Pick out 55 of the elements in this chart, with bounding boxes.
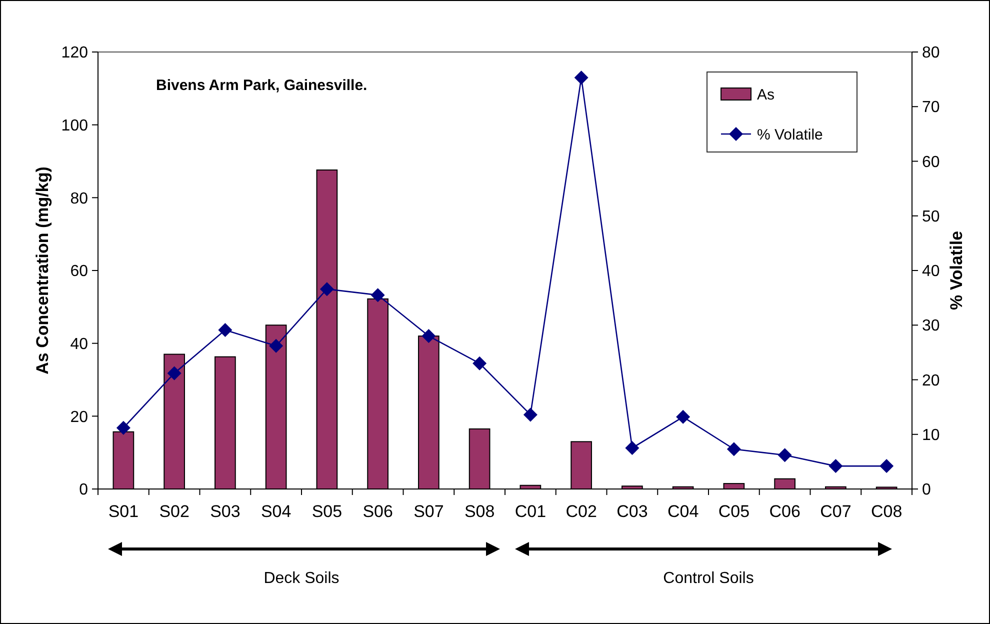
y-tick-label: 40 (70, 336, 88, 353)
x-tick-label: S04 (260, 502, 292, 521)
point (676, 410, 690, 424)
text: Deck Soils (264, 570, 340, 587)
point (880, 459, 894, 474)
point (828, 459, 843, 474)
point (167, 366, 182, 380)
y-tick-label: 80 (70, 190, 88, 208)
x-tick-label: C01 (514, 502, 546, 521)
y2-tick-label: 70 (922, 99, 940, 116)
x-tick-label: C06 (769, 502, 800, 521)
legend-label: % Volatile (757, 126, 823, 144)
y-tick-label: 60 (70, 263, 88, 280)
y2-axis-title: % Volatile (947, 230, 966, 310)
point (422, 329, 436, 344)
x-tick-label: S06 (362, 502, 393, 521)
y-tick-label: 20 (70, 408, 88, 426)
point (218, 323, 232, 338)
x-tick-label: C03 (616, 502, 648, 521)
y-axis-title: As Concentration (mg/kg) (33, 166, 52, 374)
y2-tick-label: 80 (922, 44, 940, 62)
x-tick-label: S05 (312, 502, 342, 521)
y2-tick-label: 30 (922, 318, 940, 335)
text: Bivens Arm Park, Gainesville. (156, 77, 368, 94)
point (320, 282, 334, 296)
text: Control Soils (663, 570, 754, 587)
y2-tick-label: 50 (922, 208, 940, 226)
x-tick-label: S08 (464, 502, 495, 521)
y2-tick-label: 40 (922, 263, 940, 280)
y2-tick-label: 60 (922, 154, 940, 171)
point (269, 338, 284, 353)
point (726, 442, 741, 456)
y-tick-label: 0 (79, 482, 88, 499)
legend-label: As (757, 86, 775, 104)
x-tick-label: C07 (820, 502, 852, 521)
point (778, 448, 792, 462)
point (574, 70, 588, 85)
x-tick-label: S02 (159, 502, 190, 521)
x-tick-label: S03 (210, 502, 240, 521)
point (523, 408, 538, 422)
x-tick-label: C05 (718, 502, 750, 521)
x-tick-label: S07 (414, 502, 444, 521)
x-tick-label: C04 (667, 502, 699, 521)
x-tick-label: S01 (108, 502, 139, 521)
y-tick-label: 120 (61, 44, 88, 62)
point (370, 288, 385, 302)
point (625, 441, 640, 456)
x-tick-label: C08 (870, 502, 902, 521)
x-tick-label: C02 (566, 502, 597, 521)
y2-tick-label: 10 (922, 426, 940, 444)
y2-tick-label: 0 (922, 482, 931, 499)
y2-tick-label: 20 (922, 372, 940, 390)
point (116, 420, 130, 435)
point (472, 356, 487, 370)
y-tick-label: 100 (61, 117, 88, 134)
